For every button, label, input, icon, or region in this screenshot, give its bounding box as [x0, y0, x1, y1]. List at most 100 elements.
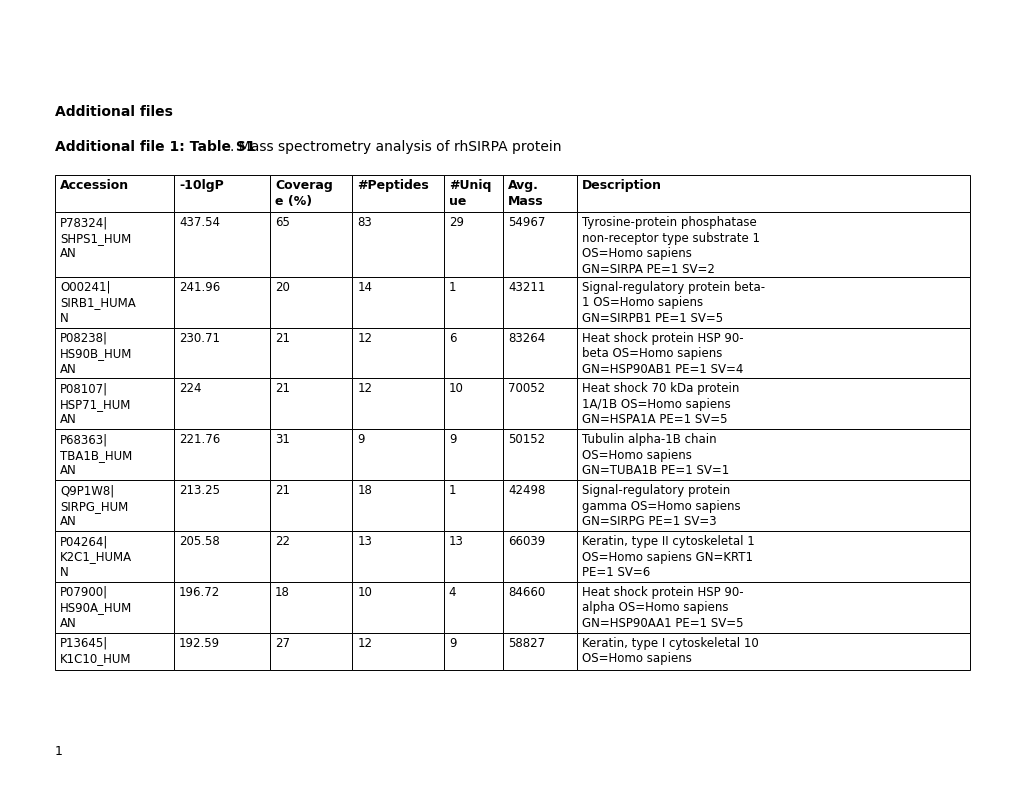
Bar	[502, 277, 576, 328]
Text: P68363|
TBA1B_HUM
AN: P68363| TBA1B_HUM AN	[60, 433, 132, 478]
Bar	[55, 531, 174, 582]
Bar	[502, 328, 576, 378]
Text: 27: 27	[275, 637, 289, 650]
Text: 58827: 58827	[507, 637, 545, 650]
Bar	[270, 429, 352, 480]
Text: 6: 6	[448, 332, 455, 344]
Bar	[174, 429, 270, 480]
Text: 43211: 43211	[507, 281, 545, 294]
Bar	[352, 633, 443, 670]
Text: Heat shock 70 kDa protein
1A/1B OS=Homo sapiens
GN=HSPA1A PE=1 SV=5: Heat shock 70 kDa protein 1A/1B OS=Homo …	[581, 382, 738, 426]
Bar	[576, 175, 969, 212]
Text: 224: 224	[178, 382, 202, 396]
Text: 21: 21	[275, 382, 289, 396]
Bar	[443, 212, 502, 277]
Bar	[352, 480, 443, 531]
Text: P78324|
SHPS1_HUM
AN: P78324| SHPS1_HUM AN	[60, 216, 131, 260]
Bar	[55, 582, 174, 633]
Bar	[174, 277, 270, 328]
Bar	[576, 582, 969, 633]
Bar	[55, 633, 174, 670]
Text: Description: Description	[581, 179, 661, 192]
Bar	[270, 633, 352, 670]
Bar	[55, 480, 174, 531]
Bar	[576, 531, 969, 582]
Bar	[502, 531, 576, 582]
Bar	[502, 480, 576, 531]
Text: 192.59: 192.59	[178, 637, 220, 650]
Bar	[352, 277, 443, 328]
Text: P08238|
HS90B_HUM
AN: P08238| HS90B_HUM AN	[60, 332, 132, 376]
Bar	[443, 328, 502, 378]
Text: 213.25: 213.25	[178, 484, 220, 497]
Bar	[352, 582, 443, 633]
Bar	[55, 175, 174, 212]
Text: Heat shock protein HSP 90-
beta OS=Homo sapiens
GN=HSP90AB1 PE=1 SV=4: Heat shock protein HSP 90- beta OS=Homo …	[581, 332, 743, 376]
Text: 4: 4	[448, 585, 455, 599]
Text: 241.96: 241.96	[178, 281, 220, 294]
Text: 29: 29	[448, 216, 464, 229]
Bar	[576, 633, 969, 670]
Text: Signal-regulatory protein
gamma OS=Homo sapiens
GN=SIRPG PE=1 SV=3: Signal-regulatory protein gamma OS=Homo …	[581, 484, 740, 528]
Text: Accession: Accession	[60, 179, 129, 192]
Text: -10lgP: -10lgP	[178, 179, 223, 192]
Bar	[443, 633, 502, 670]
Text: P04264|
K2C1_HUMA
N: P04264| K2C1_HUMA N	[60, 535, 132, 579]
Text: 1: 1	[55, 745, 63, 758]
Bar	[576, 480, 969, 531]
Text: 10: 10	[448, 382, 464, 396]
Text: 205.58: 205.58	[178, 535, 219, 548]
Bar	[270, 212, 352, 277]
Bar	[174, 378, 270, 429]
Text: 12: 12	[357, 637, 372, 650]
Text: #Uniq
ue: #Uniq ue	[448, 179, 491, 207]
Bar	[352, 531, 443, 582]
Text: 196.72: 196.72	[178, 585, 220, 599]
Text: Additional file 1: Table S1: Additional file 1: Table S1	[55, 140, 256, 154]
Bar	[174, 480, 270, 531]
Bar	[576, 429, 969, 480]
Text: 221.76: 221.76	[178, 433, 220, 446]
Text: Avg.
Mass: Avg. Mass	[507, 179, 543, 207]
Bar	[502, 633, 576, 670]
Bar	[576, 277, 969, 328]
Bar	[443, 277, 502, 328]
Text: 54967: 54967	[507, 216, 545, 229]
Text: 42498: 42498	[507, 484, 545, 497]
Text: O00241|
SIRB1_HUMA
N: O00241| SIRB1_HUMA N	[60, 281, 136, 325]
Bar	[174, 175, 270, 212]
Text: Heat shock protein HSP 90-
alpha OS=Homo sapiens
GN=HSP90AA1 PE=1 SV=5: Heat shock protein HSP 90- alpha OS=Homo…	[581, 585, 743, 630]
Text: 18: 18	[357, 484, 372, 497]
Text: 14: 14	[357, 281, 372, 294]
Text: 13: 13	[357, 535, 372, 548]
Bar	[174, 328, 270, 378]
Bar	[174, 212, 270, 277]
Text: 22: 22	[275, 535, 289, 548]
Text: 12: 12	[357, 332, 372, 344]
Bar	[174, 582, 270, 633]
Bar	[502, 582, 576, 633]
Bar	[270, 277, 352, 328]
Text: 50152: 50152	[507, 433, 545, 446]
Text: P08107|
HSP71_HUM
AN: P08107| HSP71_HUM AN	[60, 382, 131, 426]
Bar	[270, 328, 352, 378]
Text: 31: 31	[275, 433, 289, 446]
Text: 1: 1	[448, 484, 455, 497]
Text: 18: 18	[275, 585, 289, 599]
Bar	[270, 378, 352, 429]
Text: Keratin, type I cytoskeletal 10
OS=Homo sapiens: Keratin, type I cytoskeletal 10 OS=Homo …	[581, 637, 757, 665]
Text: 65: 65	[275, 216, 289, 229]
Text: Coverag
e (%): Coverag e (%)	[275, 179, 332, 207]
Text: 70052: 70052	[507, 382, 545, 396]
Bar	[443, 531, 502, 582]
Bar	[55, 277, 174, 328]
Bar	[174, 633, 270, 670]
Text: P13645|
K1C10_HUM: P13645| K1C10_HUM	[60, 637, 131, 665]
Text: . Mass spectrometry analysis of rhSIRPA protein: . Mass spectrometry analysis of rhSIRPA …	[230, 140, 561, 154]
Bar	[576, 378, 969, 429]
Text: 66039: 66039	[507, 535, 545, 548]
Text: 12: 12	[357, 382, 372, 396]
Text: 9: 9	[448, 433, 455, 446]
Bar	[352, 175, 443, 212]
Bar	[443, 429, 502, 480]
